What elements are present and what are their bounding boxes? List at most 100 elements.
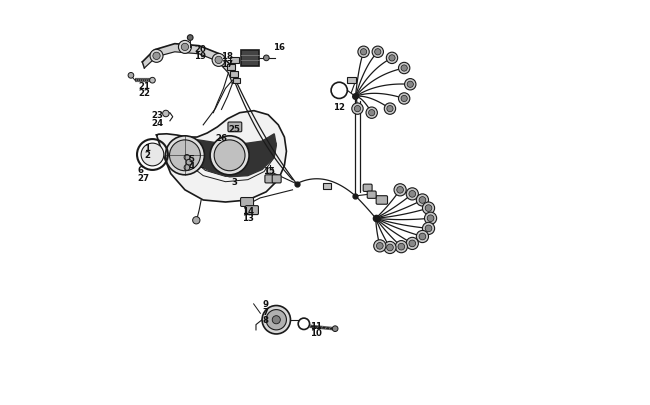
FancyBboxPatch shape <box>228 123 242 132</box>
Text: 10: 10 <box>309 328 322 337</box>
Bar <box>233 78 240 83</box>
Circle shape <box>215 57 222 64</box>
Circle shape <box>210 136 249 175</box>
Bar <box>227 65 235 71</box>
Text: 21: 21 <box>138 81 150 90</box>
Polygon shape <box>142 45 236 84</box>
Text: 12: 12 <box>333 103 345 112</box>
Circle shape <box>386 53 398 64</box>
Circle shape <box>266 310 287 330</box>
Circle shape <box>395 241 408 253</box>
FancyBboxPatch shape <box>272 175 281 183</box>
Circle shape <box>181 44 188 51</box>
Circle shape <box>141 144 164 166</box>
Circle shape <box>409 191 415 198</box>
Circle shape <box>262 306 291 334</box>
Circle shape <box>187 36 193 41</box>
Circle shape <box>358 47 369 58</box>
Text: 11: 11 <box>309 321 322 330</box>
Text: 2: 2 <box>144 150 150 159</box>
FancyBboxPatch shape <box>265 175 276 183</box>
Circle shape <box>263 56 269 62</box>
Bar <box>347 78 356 84</box>
FancyBboxPatch shape <box>367 192 376 199</box>
Circle shape <box>419 234 426 240</box>
Text: 5: 5 <box>188 155 194 164</box>
Text: 13: 13 <box>242 213 254 222</box>
Circle shape <box>419 197 426 204</box>
Circle shape <box>162 111 169 117</box>
Circle shape <box>401 96 408 102</box>
Circle shape <box>166 136 204 175</box>
Circle shape <box>387 106 393 113</box>
Circle shape <box>150 50 163 63</box>
Text: 23: 23 <box>151 111 164 120</box>
Text: 18: 18 <box>221 52 233 61</box>
Text: 19: 19 <box>194 52 206 61</box>
Circle shape <box>398 94 410 105</box>
Circle shape <box>184 155 190 161</box>
Circle shape <box>425 226 432 232</box>
Circle shape <box>374 240 386 252</box>
Text: 14: 14 <box>242 207 254 215</box>
Text: 25: 25 <box>228 125 240 134</box>
Circle shape <box>212 54 225 67</box>
FancyBboxPatch shape <box>363 185 372 192</box>
Circle shape <box>184 165 190 171</box>
Circle shape <box>406 238 419 250</box>
FancyBboxPatch shape <box>246 206 259 215</box>
Circle shape <box>417 194 428 207</box>
Circle shape <box>417 231 428 243</box>
Circle shape <box>369 110 375 117</box>
Text: 16: 16 <box>273 43 285 52</box>
Circle shape <box>404 79 416 91</box>
FancyBboxPatch shape <box>240 198 254 207</box>
Circle shape <box>354 106 361 113</box>
Circle shape <box>150 78 155 84</box>
Circle shape <box>406 188 419 200</box>
Circle shape <box>398 63 410 75</box>
Circle shape <box>401 66 408 72</box>
Circle shape <box>376 243 383 249</box>
Circle shape <box>214 141 245 171</box>
Circle shape <box>396 187 404 194</box>
Circle shape <box>422 202 435 215</box>
Text: 7: 7 <box>262 307 268 316</box>
Circle shape <box>427 215 434 222</box>
Polygon shape <box>175 134 276 177</box>
Text: 6: 6 <box>137 166 144 175</box>
FancyBboxPatch shape <box>376 196 387 205</box>
Circle shape <box>394 184 406 196</box>
Circle shape <box>272 316 280 324</box>
Polygon shape <box>157 111 287 202</box>
Circle shape <box>128 73 134 79</box>
Text: 4: 4 <box>188 162 194 171</box>
Text: 15: 15 <box>263 166 275 175</box>
Circle shape <box>384 104 396 115</box>
Circle shape <box>366 108 378 119</box>
Circle shape <box>153 53 160 60</box>
Text: 3: 3 <box>231 178 238 187</box>
Bar <box>322 183 332 189</box>
Circle shape <box>387 245 393 251</box>
Text: 8: 8 <box>262 315 268 324</box>
Text: 24: 24 <box>151 118 164 127</box>
Circle shape <box>374 49 381 56</box>
Circle shape <box>267 168 274 175</box>
Text: 22: 22 <box>138 89 150 98</box>
Circle shape <box>407 82 413 88</box>
Circle shape <box>422 223 435 235</box>
Circle shape <box>389 55 395 62</box>
Circle shape <box>186 160 192 166</box>
Text: 26: 26 <box>215 133 227 142</box>
Circle shape <box>332 326 338 332</box>
Circle shape <box>361 49 367 56</box>
Circle shape <box>425 205 432 212</box>
Bar <box>229 72 238 78</box>
Circle shape <box>424 213 437 225</box>
Text: 20: 20 <box>194 45 206 54</box>
Circle shape <box>398 244 405 250</box>
Circle shape <box>409 241 415 247</box>
Text: 9: 9 <box>262 299 268 308</box>
Text: 27: 27 <box>137 174 150 183</box>
